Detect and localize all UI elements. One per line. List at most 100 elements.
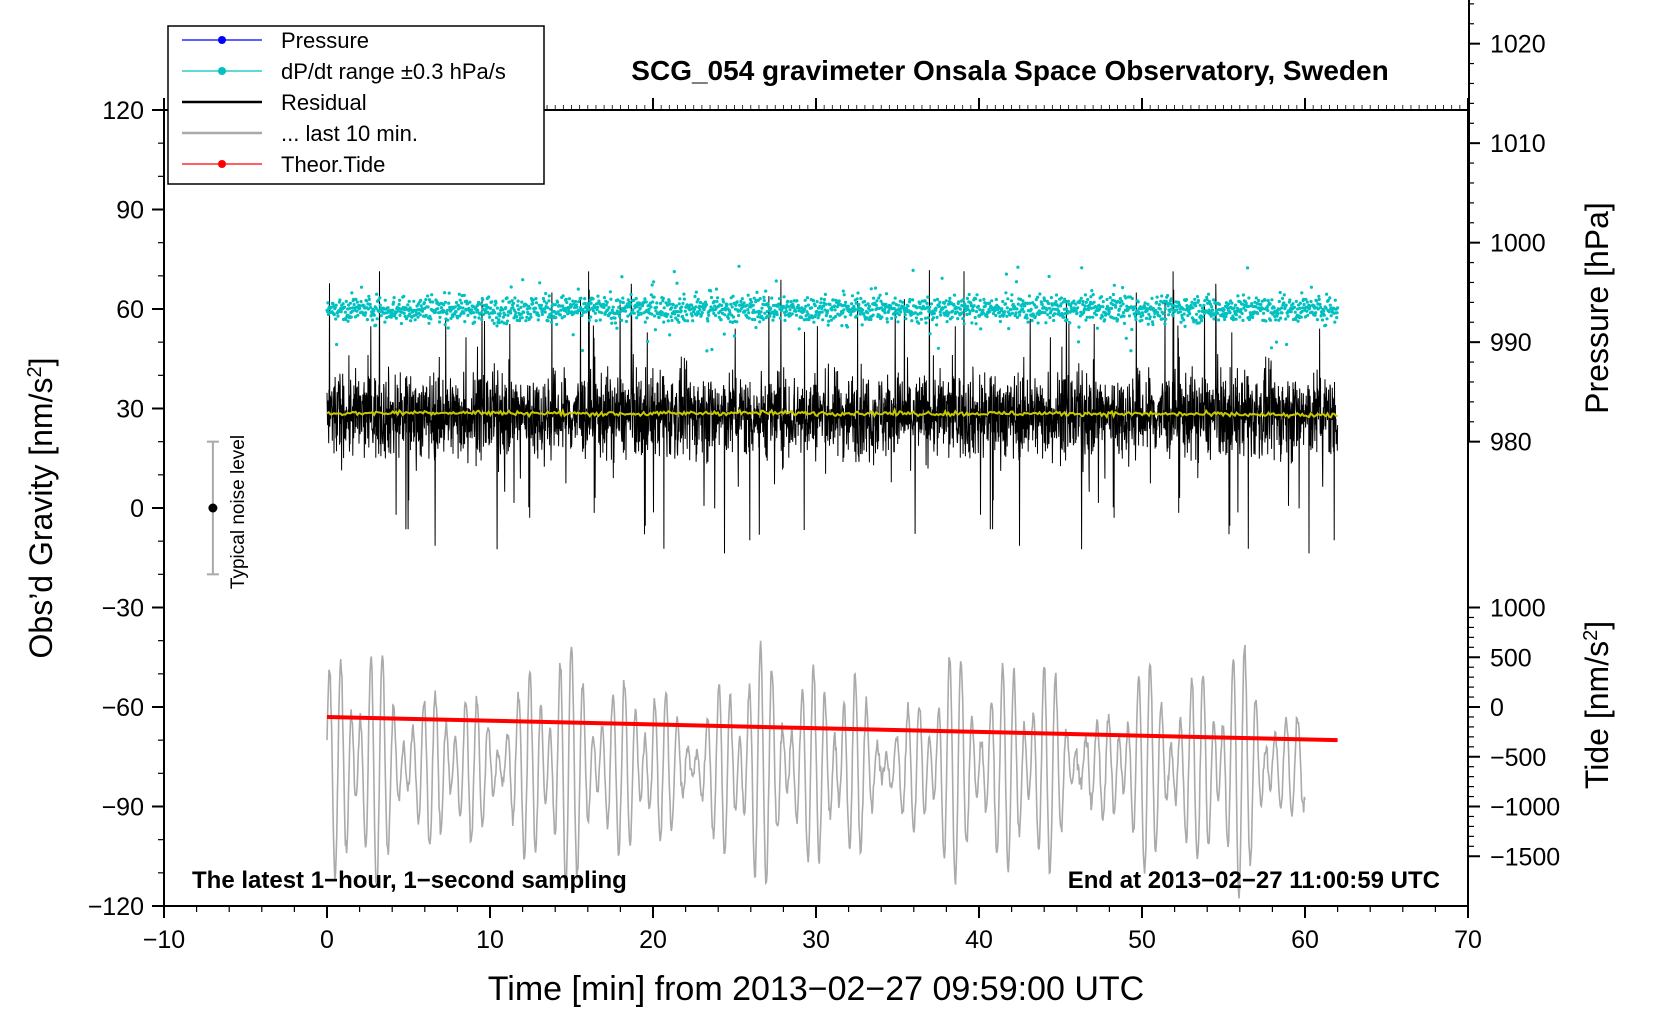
dpdt-point: [896, 303, 901, 307]
dpdt-point: [1195, 312, 1199, 316]
dpdt-point: [714, 313, 718, 318]
dpdt-point: [1047, 301, 1051, 306]
dpdt-point: [1300, 291, 1304, 295]
dpdt-point: [1051, 307, 1055, 311]
dpdt-point: [734, 303, 738, 307]
y-tick-label: −60: [102, 694, 144, 722]
dpdt-point: [519, 305, 523, 309]
dpdt-point: [1100, 314, 1104, 319]
dpdt-point: [872, 296, 876, 300]
dpdt-point: [1014, 280, 1019, 284]
theor-tide-series: [326, 714, 1338, 743]
dpdt-point: [987, 301, 992, 305]
dpdt-point: [1317, 294, 1321, 298]
noise-bar-center: [208, 503, 218, 513]
dpdt-point: [358, 304, 362, 308]
dpdt-point: [419, 298, 423, 302]
dpdt-point: [1240, 311, 1244, 316]
dpdt-point: [945, 320, 949, 324]
dpdt-point: [505, 296, 509, 300]
dpdt-point: [614, 311, 618, 315]
dpdt-point: [1224, 314, 1228, 319]
dpdt-point: [662, 306, 666, 310]
dpdt-point: [852, 304, 856, 308]
dpdt-point: [885, 320, 890, 324]
dpdt-point: [346, 319, 350, 323]
dpdt-point: [497, 318, 501, 322]
dpdt-point: [358, 306, 362, 310]
dpdt-point: [871, 313, 875, 317]
dpdt-point: [782, 305, 786, 309]
dpdt-point: [822, 297, 827, 302]
dpdt-point: [519, 312, 523, 316]
dpdt-point: [1182, 318, 1186, 322]
dpdt-point: [1325, 317, 1329, 321]
dpdt-point: [873, 286, 878, 290]
dpdt-point: [702, 307, 706, 312]
dpdt-point: [680, 305, 684, 309]
dpdt-point: [1036, 321, 1040, 325]
dpdt-point: [950, 315, 954, 319]
dpdt-point: [1284, 317, 1288, 321]
dpdt-point: [1212, 298, 1216, 302]
dpdt-point: [1003, 310, 1007, 314]
dpdt-point: [971, 308, 975, 313]
dpdt-point: [591, 297, 595, 301]
dpdt-point: [704, 303, 709, 307]
dpdt-point: [1308, 304, 1312, 308]
chart-title: SCG_054 gravimeter Onsala Space Observat…: [631, 55, 1388, 86]
dpdt-point: [1140, 311, 1144, 315]
dpdt-point: [634, 296, 638, 301]
dpdt-point: [743, 309, 747, 313]
dpdt-point: [1193, 301, 1197, 305]
dpdt-point: [1282, 301, 1286, 305]
dpdt-point: [350, 309, 354, 313]
dpdt-point: [675, 304, 679, 308]
dpdt-point: [1130, 296, 1134, 301]
dpdt-point: [869, 317, 873, 322]
dpdt-point: [344, 299, 348, 303]
dpdt-point: [1035, 305, 1039, 309]
noise-level-label: Typical noise level: [228, 435, 249, 589]
dpdt-point: [896, 320, 900, 324]
dpdt-point: [778, 316, 783, 320]
dpdt-point: [431, 300, 435, 304]
dpdt-point: [1004, 291, 1008, 295]
dpdt-point: [1166, 293, 1170, 298]
dpdt-point: [1121, 286, 1125, 290]
dpdt-point: [608, 311, 612, 315]
dpdt-point: [1299, 315, 1303, 319]
dpdt-point: [404, 317, 409, 321]
dpdt-point: [841, 311, 845, 315]
dpdt-point: [935, 323, 939, 327]
dpdt-point: [621, 296, 625, 300]
dpdt-point: [1178, 310, 1183, 314]
dpdt-point: [638, 306, 642, 310]
dpdt-point: [565, 300, 569, 305]
dpdt-point: [1088, 315, 1092, 319]
legend-label: Pressure: [281, 28, 369, 53]
dpdt-point: [1042, 298, 1047, 302]
dpdt-point: [443, 291, 447, 295]
dpdt-point: [1065, 318, 1069, 322]
dpdt-point: [383, 298, 387, 302]
dpdt-point: [378, 296, 382, 300]
dpdt-point: [466, 313, 470, 317]
dpdt-point: [1193, 297, 1197, 301]
dpdt-point: [967, 292, 971, 297]
dpdt-point: [571, 333, 575, 337]
dpdt-point: [646, 339, 650, 344]
dpdt-point: [579, 305, 583, 309]
dpdt-point: [429, 317, 433, 321]
dpdt-point: [735, 320, 739, 324]
dpdt-point: [378, 303, 382, 307]
dpdt-point: [1328, 296, 1332, 300]
tide-tick-label: −1500: [1490, 843, 1560, 871]
dpdt-point: [975, 293, 979, 297]
dpdt-point: [672, 270, 676, 274]
dpdt-point: [810, 306, 814, 310]
dpdt-point: [910, 319, 914, 323]
dpdt-point: [924, 321, 928, 325]
dpdt-point: [988, 309, 992, 314]
dpdt-point: [843, 315, 847, 319]
